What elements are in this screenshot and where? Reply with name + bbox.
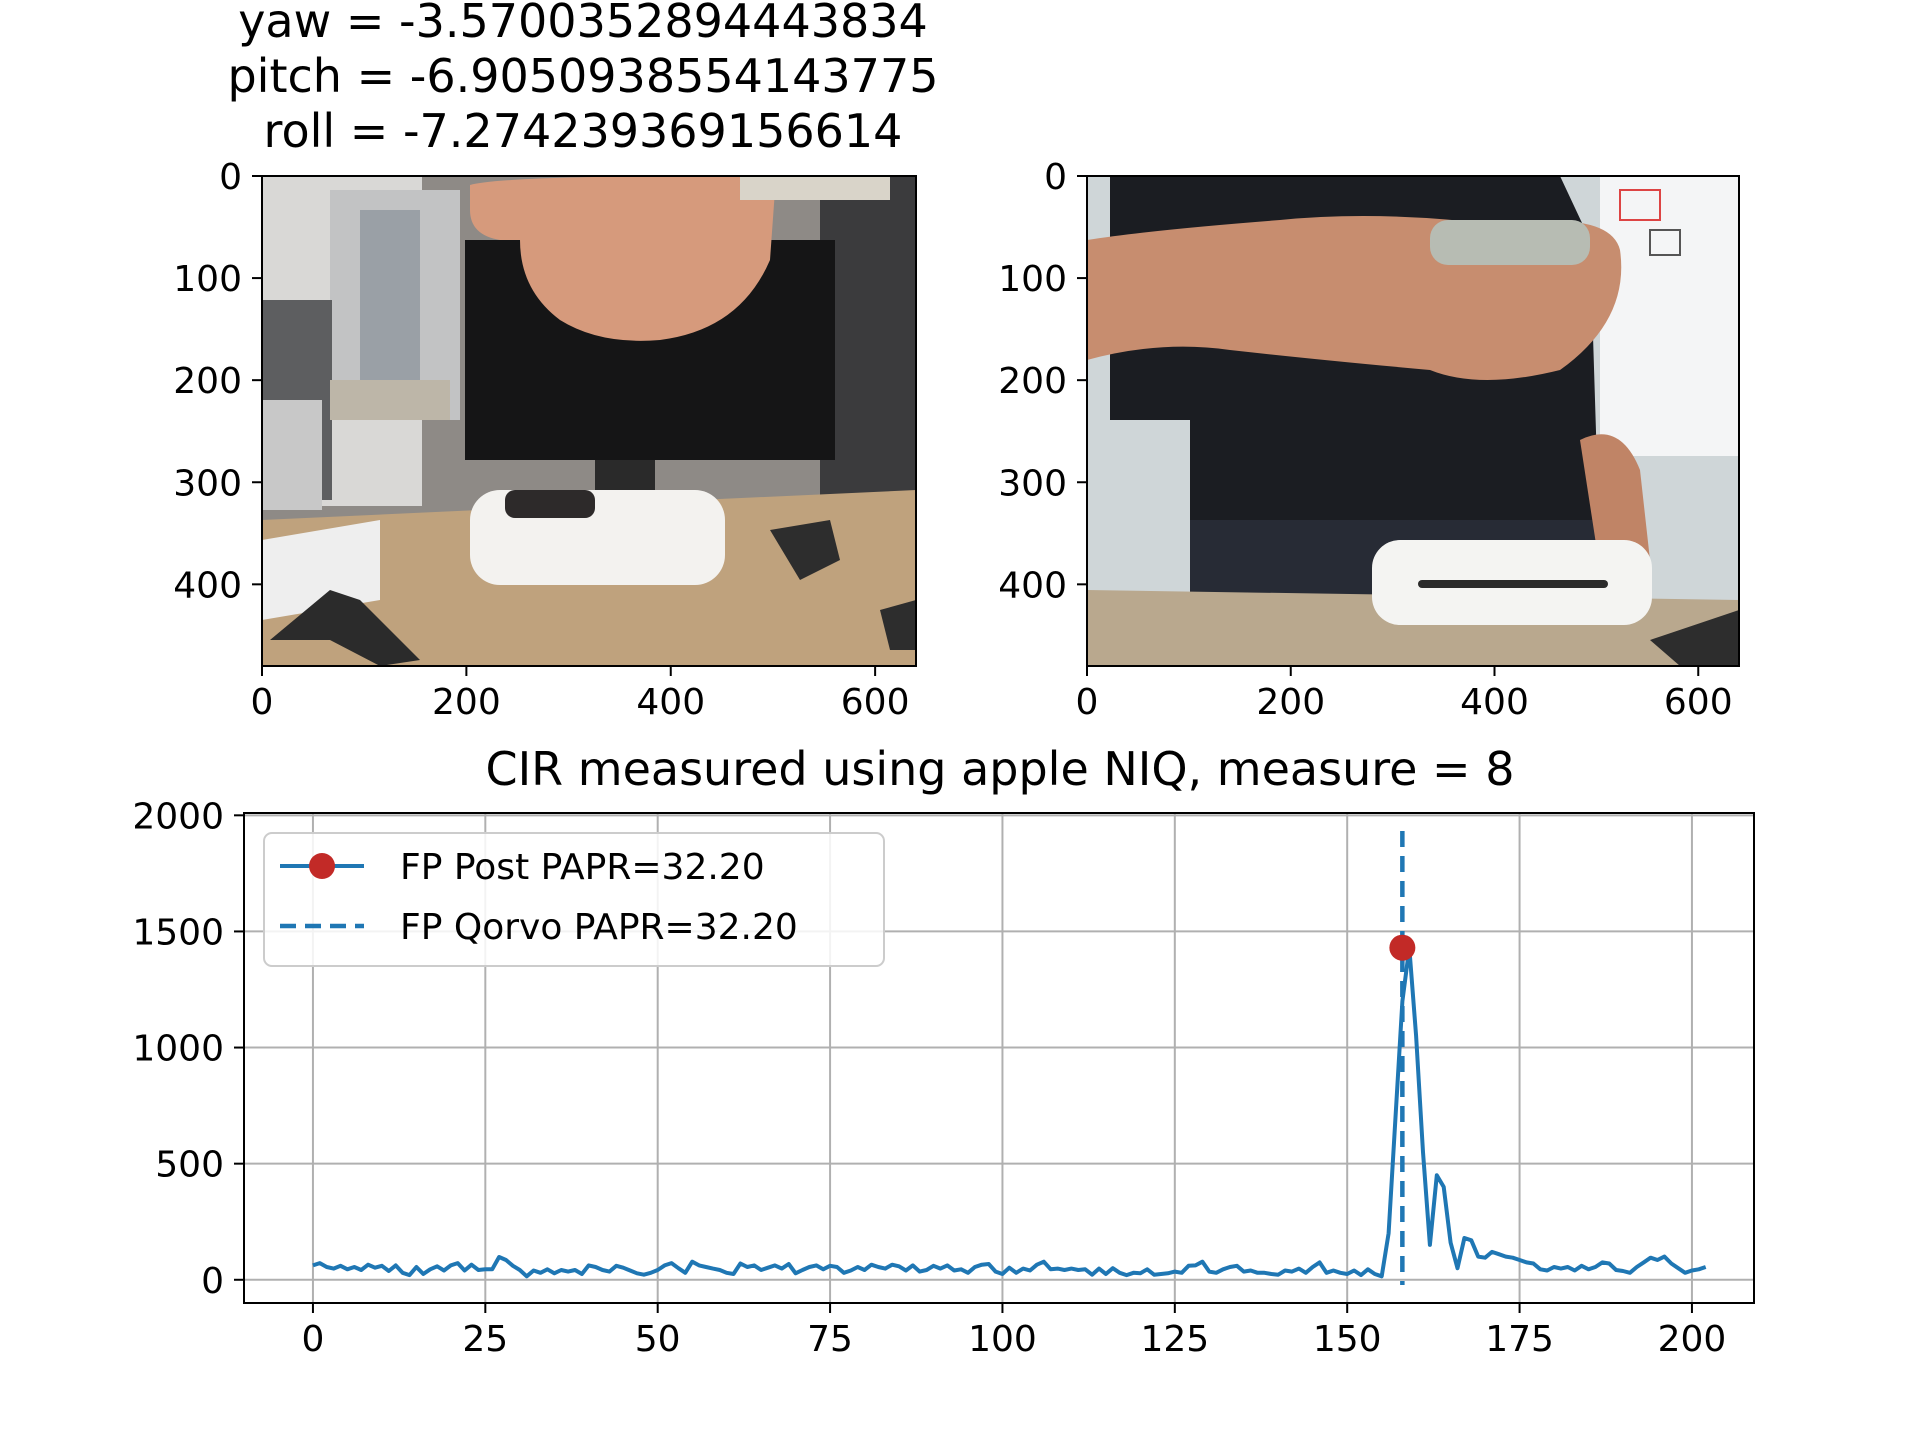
y-tick-label: 0 — [201, 1261, 224, 1302]
image-y-tick-label: 400 — [998, 565, 1067, 606]
y-tick-label: 1500 — [132, 912, 224, 953]
image-ticks: 0 200 400 600 0 100 200 300 400 0 200 400 600 0 100 200… — [173, 157, 1732, 723]
image-x-tick-label: 200 — [432, 682, 501, 723]
legend-item-fp-qorvo: FP Qorvo PAPR=32.20 — [280, 907, 798, 948]
chart-title: CIR measured using apple NIQ, measure = … — [486, 742, 1515, 796]
image-y-tick-label: 100 — [173, 259, 242, 300]
y-tick-label: 500 — [155, 1145, 224, 1186]
legend: FP Post PAPR=32.20 FP Qorvo PAPR=32.20 — [263, 832, 885, 967]
chart-frame — [243, 812, 1755, 1304]
x-tick-label: 100 — [968, 1319, 1037, 1360]
image-y-tick-label: 100 — [998, 259, 1067, 300]
image-x-tick-label: 400 — [1460, 682, 1529, 723]
image-x-tick-label: 200 — [1256, 682, 1325, 723]
image-x-tick-label: 0 — [251, 682, 274, 723]
suptitle: yaw = -3.5700352894443834 pitch = -6.905… — [227, 0, 938, 158]
right-image-panel — [1086, 175, 1740, 667]
photo-right-icon — [1087, 176, 1739, 666]
image-y-tick-label: 300 — [998, 463, 1067, 504]
legend-marker-icon — [309, 853, 335, 879]
y-tick-label: 1000 — [132, 1029, 224, 1070]
legend-item-fp-post: FP Post PAPR=32.20 — [280, 847, 765, 888]
x-tick-label: 0 — [301, 1319, 324, 1360]
legend-label-fp-qorvo: FP Qorvo PAPR=32.20 — [400, 907, 798, 948]
x-tick-label: 25 — [462, 1319, 508, 1360]
image-y-tick-label: 400 — [173, 565, 242, 606]
image-y-tick-label: 0 — [1044, 157, 1067, 198]
x-tick-label: 75 — [807, 1319, 853, 1360]
image-x-tick-label: 400 — [636, 682, 705, 723]
x-tick-label: 50 — [635, 1319, 681, 1360]
fp-post-marker — [1389, 934, 1416, 961]
image-y-tick-label: 200 — [173, 361, 242, 402]
suptitle-pitch: pitch = -6.9050938554143775 — [227, 49, 938, 103]
y-tick-label: 2000 — [132, 796, 224, 837]
suptitle-yaw: yaw = -3.5700352894443834 — [238, 0, 928, 48]
x-tick-label: 150 — [1313, 1319, 1382, 1360]
cir-chart: CIR measured using apple NIQ, measure = … — [132, 742, 1755, 1360]
series-fp-post-line — [312, 945, 1707, 1279]
suptitle-roll: roll = -7.274239369156614 — [264, 104, 903, 158]
legend-label-fp-post: FP Post PAPR=32.20 — [400, 847, 765, 888]
image-x-tick-label: 600 — [841, 682, 910, 723]
x-tick-label: 200 — [1658, 1319, 1727, 1360]
image-y-tick-label: 0 — [219, 157, 242, 198]
image-y-tick-label: 200 — [998, 361, 1067, 402]
image-x-tick-label: 600 — [1664, 682, 1733, 723]
image-x-tick-label: 0 — [1076, 682, 1099, 723]
photo-left-icon — [262, 176, 916, 666]
image-y-tick-label: 300 — [173, 463, 242, 504]
x-tick-label: 175 — [1485, 1319, 1554, 1360]
x-tick-label: 125 — [1140, 1319, 1209, 1360]
left-image-panel — [261, 175, 917, 667]
